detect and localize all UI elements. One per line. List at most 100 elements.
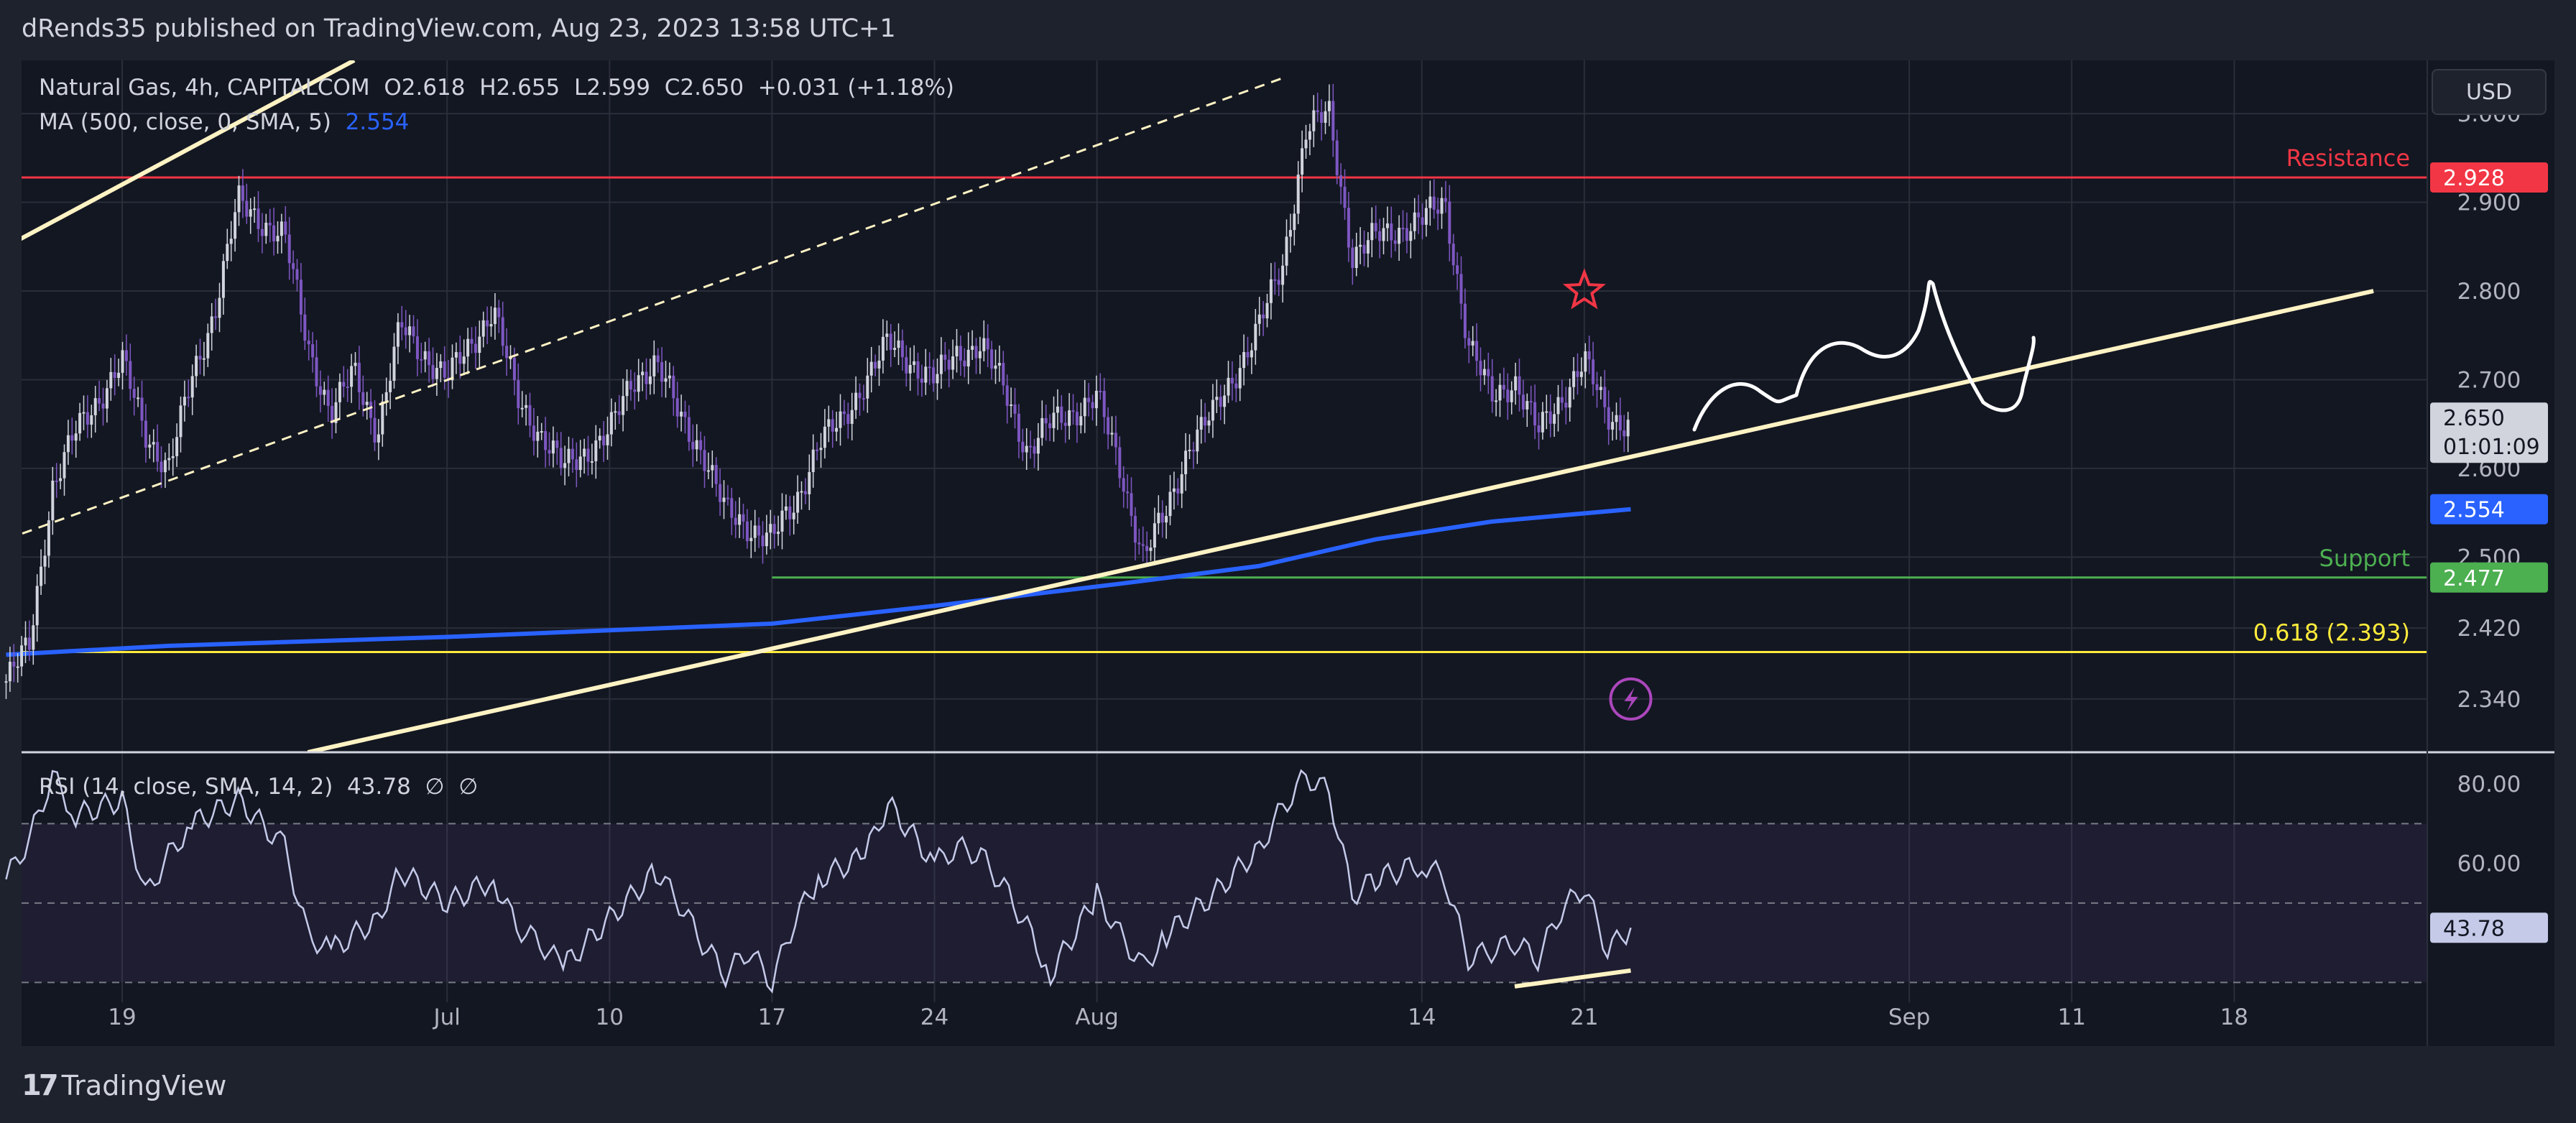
candle-body (885, 333, 889, 337)
candle-body (1579, 371, 1583, 377)
candle-body (738, 514, 742, 525)
candle-body (1133, 515, 1137, 543)
candle-body (1145, 545, 1149, 551)
price-badge (2430, 162, 2548, 193)
candle-body (365, 402, 369, 405)
candle-body (1068, 410, 1071, 426)
x-tick-label: 21 (1570, 1004, 1598, 1030)
candle-body (501, 317, 504, 346)
candle-body (458, 352, 462, 364)
currency-button[interactable]: USD (2432, 69, 2547, 115)
candle-body (1196, 429, 1199, 452)
candle-body (745, 521, 749, 542)
candle-body (1529, 401, 1533, 403)
candle-body (966, 349, 970, 366)
candle-body (249, 209, 252, 217)
candle-body (1459, 274, 1463, 304)
candle-body (1021, 441, 1025, 453)
candle-body (486, 320, 489, 327)
tradingview-logo[interactable]: 17 TradingView (22, 1069, 226, 1102)
candle-body (59, 478, 63, 481)
candle-body (1099, 390, 1102, 392)
candle-body (1118, 447, 1122, 479)
candle-body (1257, 314, 1261, 324)
candle-body (1471, 341, 1474, 346)
candle-body (551, 440, 555, 454)
candle-body (905, 357, 908, 374)
candle-body (1374, 223, 1377, 231)
candle-body (206, 333, 210, 359)
candle-body (234, 212, 237, 239)
candle-body (881, 336, 885, 361)
candle-body (1277, 279, 1280, 285)
trendline (307, 289, 2374, 752)
candle-body (742, 514, 745, 522)
candle-body (598, 435, 601, 441)
candle-body (699, 440, 703, 450)
candle-body (12, 661, 16, 667)
candle-body (971, 346, 974, 350)
candle-body (16, 666, 19, 668)
rsi-extra: ∅ ∅ (425, 774, 479, 800)
price-axis[interactable] (2429, 60, 2554, 1046)
candle-body (854, 392, 858, 410)
candle-body (377, 434, 380, 443)
candle-body (846, 414, 850, 424)
candle-body (1626, 420, 1630, 437)
candle-body (55, 480, 58, 482)
candle-body (1432, 196, 1436, 210)
rsi-badge-value: 43.78 (2443, 916, 2505, 941)
x-tick-label: Jul (432, 1004, 460, 1030)
candle-body (590, 461, 594, 463)
candle-body (1107, 417, 1110, 435)
candle-body (1611, 422, 1615, 430)
candle-body (1424, 208, 1428, 225)
candle-body (1091, 402, 1094, 409)
candle-body (198, 356, 202, 360)
candle-body (1168, 491, 1172, 517)
candle-body (1184, 450, 1188, 475)
candle-body (908, 364, 912, 374)
candle-body (284, 221, 287, 235)
candle-body (528, 405, 532, 426)
candle-body (660, 362, 664, 382)
candle-body (1230, 377, 1234, 384)
chart-area[interactable] (22, 60, 2429, 1046)
x-tick-label: Sep (1888, 1004, 1930, 1030)
candle-body (1060, 406, 1063, 423)
rsi-trendline (1514, 968, 1631, 989)
candle-body (82, 412, 86, 414)
candle-body (292, 263, 295, 269)
candle-body (932, 367, 936, 384)
candle-body (40, 566, 43, 586)
candle-body (1207, 420, 1211, 426)
y-tick-label: 2.340 (2457, 687, 2521, 713)
candle-body (916, 361, 920, 379)
candle-body (1335, 140, 1339, 175)
candle-body (951, 356, 955, 370)
candle-body (943, 354, 947, 360)
candle-body (711, 465, 714, 471)
x-tick-label: 17 (758, 1004, 786, 1030)
candle-body (257, 208, 260, 229)
star-icon (1562, 268, 1606, 310)
candle-body (691, 441, 695, 450)
candle-body (625, 381, 629, 397)
candle-body (1541, 412, 1544, 433)
candle-body (1595, 384, 1599, 390)
legend-symbol: Natural Gas, 4h, CAPITALCOM O2.618 H2.65… (39, 75, 955, 101)
candle-body (858, 392, 862, 399)
candle-body (1475, 341, 1479, 361)
candle-body (423, 351, 427, 360)
candle-body (1033, 446, 1036, 454)
ma-value: 2.554 (345, 109, 410, 135)
candle-body (609, 412, 613, 435)
candle-body (913, 361, 916, 365)
candle-body (1052, 412, 1056, 428)
candle-body (1273, 279, 1277, 281)
candle-body (1017, 413, 1020, 442)
legend-ma: MA (500, close, 0, SMA, 5) 2.554 (39, 109, 409, 135)
candle-body (24, 637, 27, 646)
candle-body (1362, 244, 1366, 254)
